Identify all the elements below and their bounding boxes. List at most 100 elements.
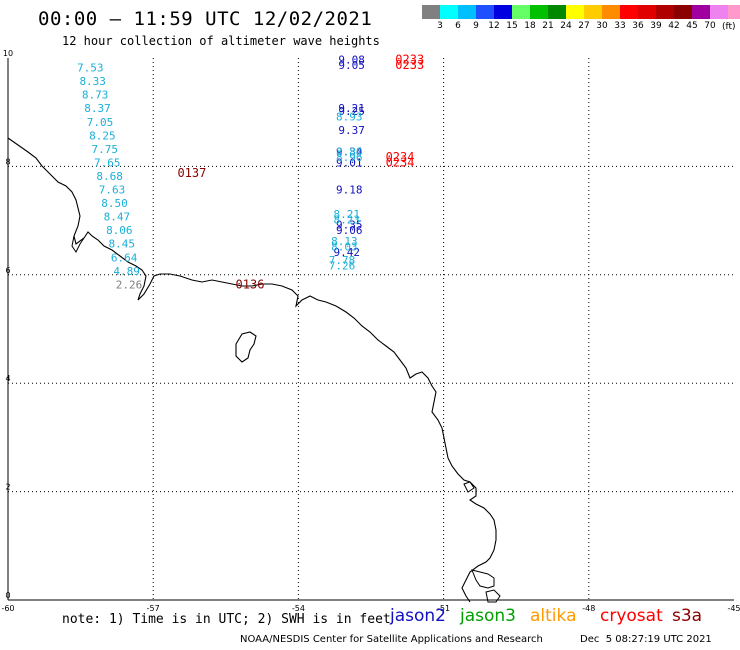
wave-height-jason3: 8.73 — [82, 89, 109, 102]
island-offshore — [235, 331, 257, 363]
coastline-island-small — [463, 481, 475, 493]
wave-height-jason3: 8.13 — [331, 235, 358, 248]
legend-swatch-9 — [584, 5, 602, 19]
legend-tick-11: 36 — [632, 21, 644, 31]
map-grid — [8, 58, 734, 600]
legend-tick-13: 42 — [668, 21, 680, 31]
wave-height-jason2: 9.08 — [338, 53, 365, 66]
satellite-label-cryosat: cryosat — [600, 606, 663, 626]
legend-swatch-10 — [602, 5, 620, 19]
legend-tick-2: 9 — [473, 21, 479, 31]
wave-height-labels: 9.089.05 9.219.25 9.37 9.349.01 9.18 9.359.06… — [77, 53, 365, 291]
wave-height-jason3: 7.75 — [92, 143, 119, 156]
wave-height-jason3: 8.45 — [108, 238, 135, 251]
legend-tick-10: 33 — [614, 21, 626, 31]
lon-tick-label: -48 — [582, 604, 595, 613]
pass-time-label: 0234 — [386, 150, 415, 164]
coastline-amazon-island — [485, 589, 501, 603]
legend-swatch-8 — [566, 5, 584, 19]
lat-tick-label: 0 — [5, 591, 10, 600]
wave-height-jason3: 8.96 — [336, 151, 363, 164]
wave-height-jason2: 9.21 — [338, 102, 365, 115]
satellite-label-jason2: jason2 — [390, 606, 446, 626]
wave-height-jason3: 7.53 — [77, 62, 104, 75]
legend-tick-12: 39 — [650, 21, 662, 31]
wave-height-jason3: 7.05 — [87, 116, 114, 129]
legend-tick-1: 6 — [455, 21, 461, 31]
wave-height-jason3: 8.47 — [104, 211, 131, 224]
coastline — [7, 137, 501, 603]
wave-height-jason3: 6.64 — [111, 251, 138, 264]
pass-time-label: 0233 — [395, 52, 424, 66]
wave-height-jason3: 8.68 — [96, 170, 123, 183]
wave-height-jason3: 8.50 — [101, 197, 128, 210]
legend-swatch-12 — [638, 5, 656, 19]
wave-height-jason3: 8.06 — [106, 224, 133, 237]
legend-swatch-17 — [728, 5, 740, 19]
coastline-mainland — [7, 137, 497, 603]
legend-tick-5: 18 — [524, 21, 536, 31]
lat-tick-label: 8 — [5, 157, 10, 166]
lat-tick-label: 4 — [5, 374, 10, 383]
legend-tick-7: 24 — [560, 21, 572, 31]
lon-tick-label: -60 — [1, 604, 14, 613]
legend-swatch-3 — [476, 5, 494, 19]
wave-height-jason2: 9.42 — [334, 246, 361, 259]
color-legend-ticks: 3 6 9 12 15 18 21 24 27 30 33 36 39 42 45 70 (ft) — [422, 21, 736, 33]
legend-swatch-16 — [710, 5, 728, 19]
legend-swatch-15 — [692, 5, 710, 19]
legend-tick-9: 30 — [596, 21, 608, 31]
lon-tick-label: -54 — [292, 604, 305, 613]
coastline-inlet-essequibo — [71, 235, 85, 253]
coastline-amazon-delta — [471, 569, 495, 589]
wave-height-jason3: 7.63 — [99, 184, 126, 197]
wave-height-jason2: 9.01 — [336, 156, 363, 169]
legend-tick-3: 12 — [488, 21, 500, 31]
legend-swatch-6 — [530, 5, 548, 19]
wave-height-jason3: 8.21 — [334, 208, 361, 221]
legend-swatch-0 — [422, 5, 440, 19]
wave-height-jason2: 9.05 — [338, 59, 365, 72]
footer-credit: NOAA/NESDIS Center for Satellite Applica… — [240, 634, 543, 645]
legend-unit: (ft) — [722, 22, 736, 32]
lat-tick-label: 2 — [5, 483, 10, 492]
axis-labels: -60 -57 -54 -51 -48 -45 0 2 4 6 8 10 — [1, 49, 740, 613]
note-text: note: 1) Time is in UTC; 2) SWH is in fe… — [62, 612, 391, 627]
wave-height-jason2: 9.35 — [336, 219, 363, 232]
legend-tick-15: 70 — [704, 21, 716, 31]
legend-tick-14: 45 — [686, 21, 698, 31]
lon-tick-label: -51 — [437, 604, 450, 613]
wave-height-jason3: 8.37 — [84, 102, 111, 115]
legend-swatch-7 — [548, 5, 566, 19]
wave-height-jason2: 9.37 — [338, 124, 365, 137]
page-title: 00:00 — 11:59 UTC 12/02/2021 — [38, 8, 373, 30]
pass-time-label: 0233 — [395, 58, 424, 72]
pass-time-label: 0137 — [177, 166, 206, 180]
wave-height-jason3: 8.03 — [331, 240, 358, 253]
subtitle: 12 hour collection of altimeter wave hei… — [62, 34, 380, 48]
legend-swatch-5 — [512, 5, 530, 19]
lat-tick-label: 6 — [5, 266, 10, 275]
lat-tick-label: 10 — [3, 49, 13, 58]
map-frame — [7, 58, 734, 601]
legend-swatch-4 — [494, 5, 512, 19]
wave-height-jason2: 9.34 — [336, 146, 363, 159]
legend-swatch-14 — [674, 5, 692, 19]
lon-tick-label: -57 — [147, 604, 160, 613]
wave-height-jason3: 8.23 — [334, 213, 361, 226]
legend-swatch-1 — [440, 5, 458, 19]
wave-height-jason3: 7.26 — [329, 259, 356, 272]
legend-tick-6: 21 — [542, 21, 554, 31]
wave-height-jason3: 8.93 — [336, 110, 363, 123]
legend-tick-0: 3 — [437, 21, 443, 31]
legend-swatch-13 — [656, 5, 674, 19]
wave-height-jason3: 7.78 — [329, 254, 356, 267]
color-legend — [422, 5, 740, 19]
satellite-label-jason3: jason3 — [460, 606, 516, 626]
lon-tick-label: -45 — [727, 604, 740, 613]
legend-swatch-2 — [458, 5, 476, 19]
legend-tick-4: 15 — [506, 21, 518, 31]
pass-time-label: 0136 — [236, 277, 265, 291]
